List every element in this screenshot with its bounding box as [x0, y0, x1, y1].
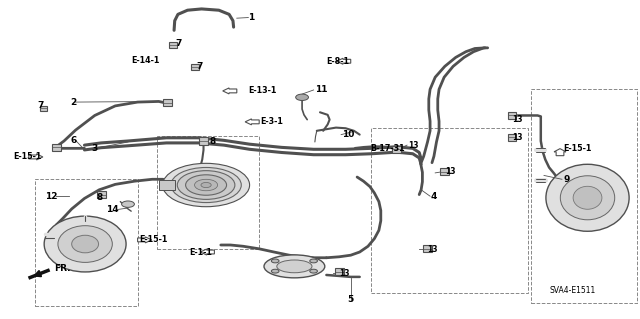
Bar [335, 268, 344, 275]
Text: 7: 7 [196, 63, 203, 71]
FancyArrow shape [223, 88, 237, 94]
Text: 9: 9 [563, 175, 570, 184]
FancyArrow shape [29, 154, 43, 160]
Text: 7: 7 [37, 101, 44, 110]
Bar [508, 112, 516, 119]
Text: 7: 7 [175, 39, 182, 48]
Bar [508, 134, 516, 141]
Bar [52, 144, 61, 151]
Text: 13: 13 [339, 269, 349, 278]
FancyArrow shape [200, 249, 214, 255]
Ellipse shape [58, 226, 113, 262]
Text: 8: 8 [210, 137, 216, 146]
Bar [531, 89, 637, 303]
Text: 8: 8 [96, 193, 102, 202]
Bar [40, 106, 47, 111]
Text: 6: 6 [70, 136, 77, 145]
Text: E-13-1: E-13-1 [248, 86, 276, 95]
FancyArrow shape [337, 58, 351, 64]
Circle shape [201, 182, 211, 188]
Bar [440, 168, 449, 175]
Circle shape [271, 269, 279, 273]
Ellipse shape [573, 186, 602, 209]
Text: 2: 2 [70, 98, 77, 107]
Circle shape [177, 171, 235, 199]
Text: SVA4-E1511: SVA4-E1511 [550, 286, 596, 295]
Text: FR.: FR. [54, 264, 71, 273]
Text: 10: 10 [342, 130, 355, 139]
Text: 12: 12 [45, 192, 58, 201]
Text: 11: 11 [315, 85, 328, 94]
Bar [163, 99, 172, 106]
Text: 13: 13 [428, 245, 438, 254]
Text: 13: 13 [512, 133, 522, 142]
Circle shape [171, 167, 241, 203]
Ellipse shape [546, 164, 629, 231]
Text: 3: 3 [91, 144, 97, 153]
FancyArrow shape [554, 149, 566, 156]
Text: E-3-1: E-3-1 [260, 117, 283, 126]
Circle shape [296, 94, 308, 100]
Ellipse shape [277, 260, 312, 273]
Bar [199, 137, 208, 145]
Bar [97, 191, 106, 198]
Text: 13: 13 [408, 141, 419, 150]
Text: E-14-1: E-14-1 [132, 56, 160, 65]
Bar [392, 146, 401, 153]
Text: 13: 13 [445, 167, 455, 176]
Circle shape [310, 269, 317, 273]
Circle shape [122, 201, 134, 207]
Ellipse shape [72, 235, 99, 253]
Bar [191, 64, 199, 70]
Text: 13: 13 [512, 115, 522, 124]
Text: 14: 14 [106, 205, 118, 214]
Ellipse shape [44, 216, 126, 272]
Text: E-8-1: E-8-1 [326, 57, 349, 66]
FancyArrow shape [245, 119, 259, 125]
Bar [157, 136, 259, 249]
FancyArrow shape [138, 237, 152, 243]
Text: B-17-31: B-17-31 [370, 145, 404, 153]
Circle shape [186, 175, 227, 195]
Text: E-15-1: E-15-1 [563, 144, 591, 153]
Text: 1: 1 [248, 13, 255, 22]
Text: E-15-1: E-15-1 [140, 235, 168, 244]
Bar [423, 245, 432, 252]
Circle shape [310, 259, 317, 263]
Circle shape [195, 179, 218, 191]
Circle shape [271, 259, 279, 263]
Text: E-1-1: E-1-1 [189, 248, 212, 256]
Bar [169, 42, 177, 48]
Text: 4: 4 [431, 192, 437, 201]
Text: 5: 5 [348, 295, 354, 304]
Bar [371, 128, 528, 293]
Ellipse shape [264, 255, 325, 278]
Text: E-15-1: E-15-1 [13, 152, 41, 161]
Ellipse shape [561, 176, 615, 220]
Bar [35, 179, 138, 306]
Bar [159, 180, 175, 190]
Circle shape [163, 163, 250, 207]
